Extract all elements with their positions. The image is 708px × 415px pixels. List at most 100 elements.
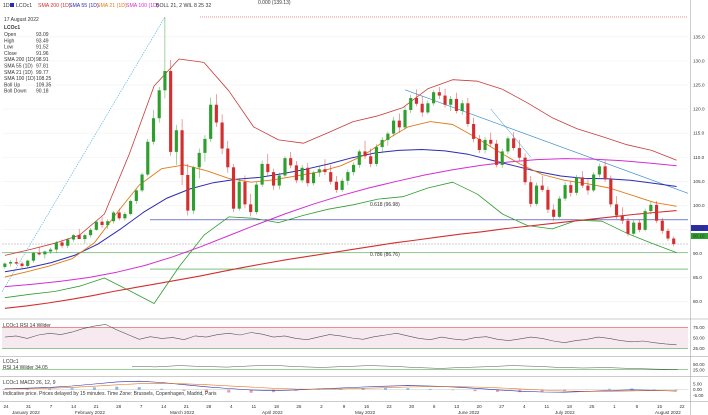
candle-body[interactable] [420,103,424,113]
candle-body[interactable] [220,122,224,149]
candle-body[interactable] [260,163,264,185]
candle-body[interactable] [174,130,178,152]
candle-body[interactable] [660,220,664,231]
candle-body[interactable] [586,185,590,191]
candle-body[interactable] [197,152,201,168]
header-indicator-sma100[interactable]: SMA 100 (1D) [126,3,159,9]
candle-body[interactable] [163,71,167,91]
candle-body[interactable] [472,123,476,139]
candle-body[interactable] [580,177,584,186]
candle-body[interactable] [597,166,601,175]
candle-body[interactable] [289,158,293,166]
candle-body[interactable] [614,204,619,216]
candle-body[interactable] [437,92,441,96]
candle-body[interactable] [306,167,310,184]
candle-body[interactable] [512,138,516,149]
candle-body[interactable] [249,204,253,213]
candle-body[interactable] [397,120,401,128]
header-indicator-sma200[interactable]: SMA 200 (1D) [38,3,71,9]
candle-body[interactable] [574,177,579,193]
candle-body[interactable] [14,262,18,264]
candle-body[interactable] [380,139,384,148]
candle-body[interactable] [77,235,81,239]
candle-body[interactable] [169,71,173,152]
candle-body[interactable] [363,151,367,157]
candle-body[interactable] [500,151,504,165]
candle-body[interactable] [37,252,41,255]
candle-body[interactable] [49,249,53,252]
candle-body[interactable] [31,252,36,261]
candle-body[interactable] [643,211,647,230]
candle-body[interactable] [477,138,481,150]
candle-body[interactable] [226,148,230,168]
candle-body[interactable] [443,95,447,105]
candle-body[interactable] [283,158,287,176]
candle-body[interactable] [117,212,121,219]
candle-body[interactable] [294,165,298,181]
candle-body[interactable] [134,190,138,201]
candle-body[interactable] [609,179,613,205]
candle-body[interactable] [546,189,550,210]
candle-body[interactable] [374,147,379,164]
candle-body[interactable] [523,157,527,183]
candle-body[interactable] [191,167,196,211]
candle-body[interactable] [323,169,327,173]
candle-body[interactable] [300,167,304,181]
candle-body[interactable] [529,182,533,204]
candle-body[interactable] [460,103,464,111]
candle-body[interactable] [334,181,338,190]
candle-body[interactable] [466,103,470,124]
candle-body[interactable] [266,163,270,173]
candle-body[interactable] [311,172,316,184]
candle-body[interactable] [66,239,70,246]
candle-body[interactable] [506,138,510,152]
candle-body[interactable] [409,97,413,111]
candle-body[interactable] [603,166,607,180]
candle-body[interactable] [9,262,13,264]
candle-body[interactable] [106,221,110,226]
candle-body[interactable] [620,215,624,221]
candle-body[interactable] [329,172,333,182]
candle-body[interactable] [140,174,144,191]
candle-body[interactable] [111,212,116,222]
candle-body[interactable] [534,185,539,204]
candle-body[interactable] [386,133,390,140]
candle-body[interactable] [43,251,47,255]
header-indicator-sma55[interactable]: SMA 55 (1D) [69,3,99,9]
candle-body[interactable] [237,181,241,209]
candle-body[interactable] [340,180,344,190]
candle-body[interactable] [209,104,213,139]
header-indicator-boll[interactable]: BOLL 21, 2 WIL 8 25 32 [156,3,211,9]
candle-body[interactable] [254,184,258,213]
candle-body[interactable] [146,141,150,175]
candle-body[interactable] [83,235,87,239]
candle-body[interactable] [346,172,350,181]
candle-body[interactable] [592,174,596,191]
rsi2-panel[interactable] [0,357,690,377]
candle-body[interactable] [489,139,493,144]
candle-body[interactable] [449,98,453,105]
candle-body[interactable] [129,200,133,214]
candle-body[interactable] [89,229,93,236]
candle-body[interactable] [203,138,207,153]
candle-body[interactable] [357,151,361,165]
candle-body[interactable] [672,238,676,245]
candle-body[interactable] [540,185,544,190]
candle-body[interactable] [426,103,430,113]
candle-body[interactable] [3,263,7,267]
candle-body[interactable] [552,209,556,217]
candle-body[interactable] [20,263,24,266]
candle-body[interactable] [563,185,567,199]
instrument-label[interactable]: LCOc1 [16,3,32,9]
candle-body[interactable] [517,148,521,158]
candle-body[interactable] [271,172,276,186]
candle-body[interactable] [186,174,190,211]
candle-body[interactable] [60,242,64,246]
candle-body[interactable] [666,230,670,239]
candle-body[interactable] [557,198,561,217]
candle-body[interactable] [94,221,98,230]
candle-body[interactable] [369,156,373,164]
candle-body[interactable] [494,143,499,165]
candle-body[interactable] [626,220,630,234]
candle-body[interactable] [54,242,58,250]
